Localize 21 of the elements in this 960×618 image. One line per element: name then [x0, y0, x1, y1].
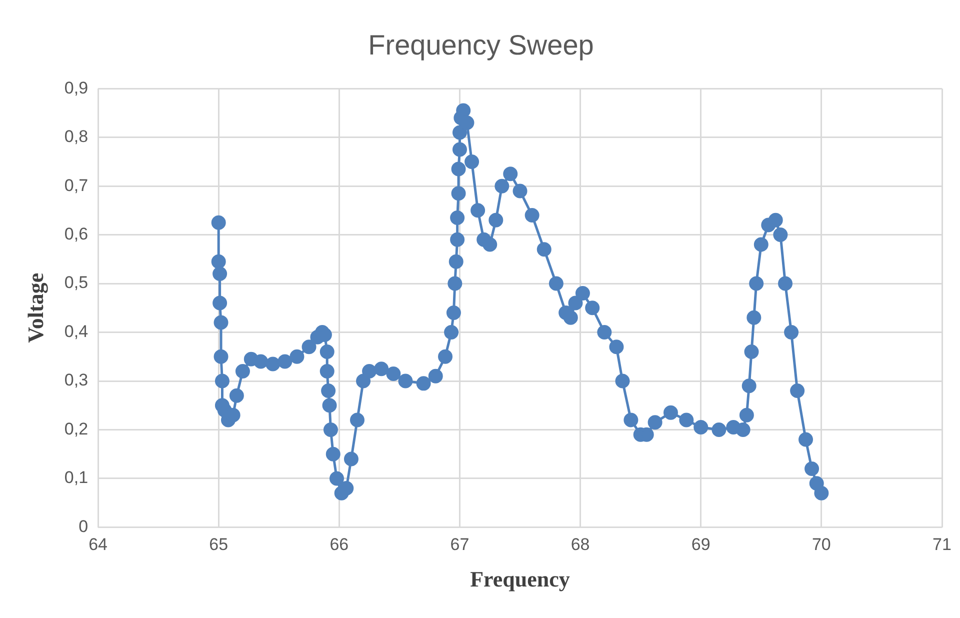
- y-tick-label: 0,8: [64, 127, 88, 146]
- x-tick-label: 69: [691, 535, 710, 554]
- x-tick-label: 65: [209, 535, 228, 554]
- x-axis-title: Frequency: [470, 566, 570, 592]
- x-tick-label: 64: [88, 535, 108, 554]
- y-tick-label: 0,7: [64, 176, 88, 195]
- y-tick-label: 0,6: [64, 224, 88, 244]
- chart-title: Frequency Sweep: [368, 30, 594, 61]
- y-tick-label: 0,1: [64, 468, 88, 488]
- x-tick-label: 66: [330, 535, 349, 554]
- x-tick-label: 68: [570, 535, 590, 554]
- y-tick-label: 0,9: [64, 78, 88, 98]
- y-tick-label: 0,5: [64, 273, 88, 292]
- y-tick-label: 0,4: [64, 322, 88, 341]
- y-tick-label: 0,2: [64, 419, 88, 438]
- y-tick-label: 0,3: [64, 370, 88, 390]
- x-tick-label: 71: [932, 535, 952, 554]
- y-tick-label: 0: [78, 516, 88, 536]
- x-tick-label: 67: [450, 535, 470, 554]
- x-tick-label: 70: [812, 535, 831, 554]
- y-axis-title: Voltage: [22, 272, 48, 343]
